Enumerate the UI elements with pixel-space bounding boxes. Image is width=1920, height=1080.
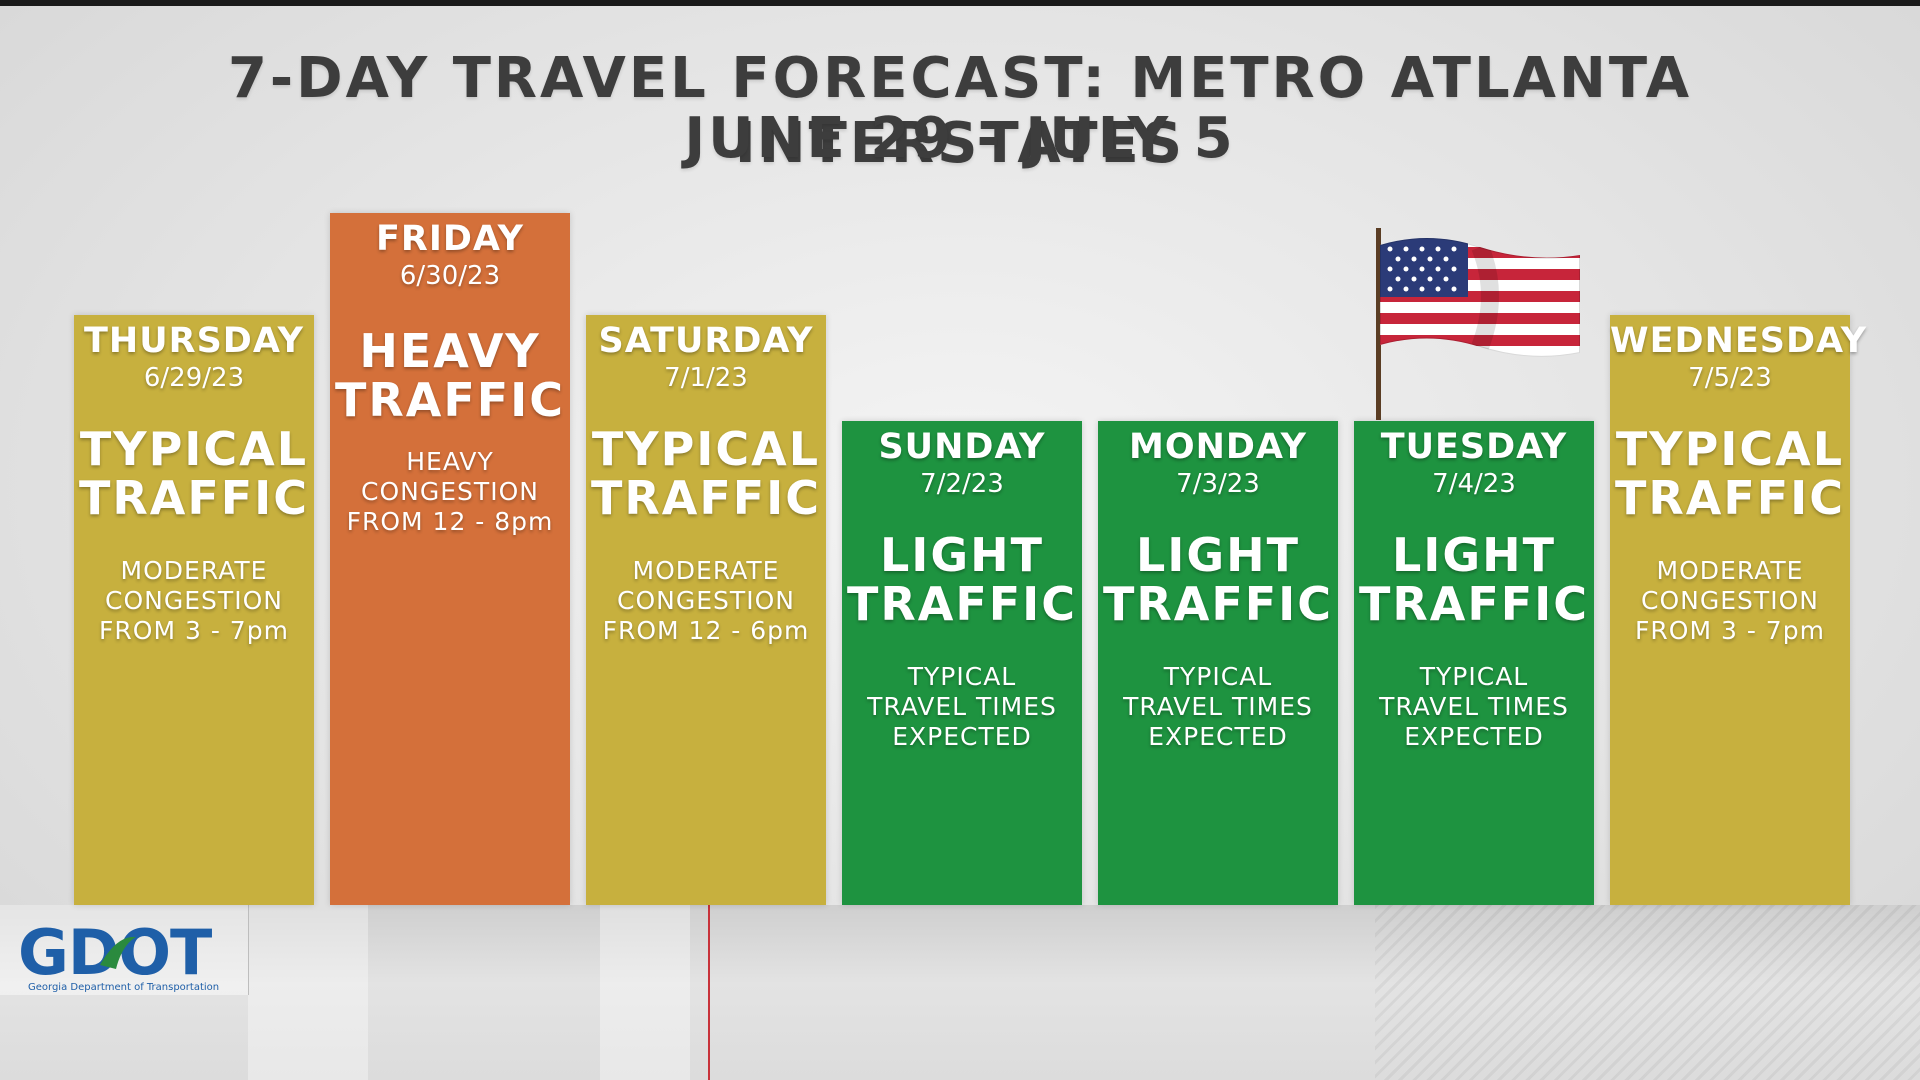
- traffic-note: MODERATE CONGESTION FROM 3 - 7pm: [1610, 556, 1850, 646]
- note-line: TRAVEL TIMES: [1123, 692, 1313, 721]
- day-date: 6/29/23: [143, 363, 245, 393]
- traffic-status: TYPICAL TRAFFIC: [1610, 425, 1850, 523]
- traffic-status: LIGHT TRAFFIC: [842, 531, 1082, 629]
- gdot-logo-icon: [100, 936, 136, 969]
- page-subtitle-dates: JUNE 29 - JULY 5: [684, 106, 1236, 171]
- traffic-note: HEAVY CONGESTION FROM 12 - 8pm: [330, 447, 570, 537]
- traffic-status: LIGHT TRAFFIC: [1354, 531, 1594, 629]
- us-flag-icon: [1380, 237, 1580, 357]
- red-marker-line: [708, 905, 710, 1080]
- note-line: HEAVY: [406, 447, 494, 476]
- day-name: MONDAY: [1128, 427, 1307, 467]
- day-card-saturday: SATURDAY 7/1/23 TYPICAL TRAFFIC MODERATE C…: [586, 315, 826, 905]
- note-line: TYPICAL: [907, 662, 1017, 691]
- status-line: TYPICAL: [1615, 422, 1845, 476]
- status-line: LIGHT: [1135, 528, 1301, 582]
- status-line: TYPICAL: [79, 422, 309, 476]
- note-line: FROM 3 - 7pm: [99, 616, 289, 645]
- note-line: CONGESTION: [1641, 586, 1819, 615]
- page-title: 7-DAY TRAVEL FORECAST: METRO ATLANTA INT…: [227, 46, 1693, 176]
- status-line: TRAFFIC: [1614, 471, 1846, 525]
- day-date: 7/5/23: [1688, 363, 1772, 393]
- status-line: TRAFFIC: [590, 471, 822, 525]
- floor-stripe: [248, 905, 368, 1080]
- day-date: 7/2/23: [920, 469, 1004, 499]
- floor-hatch: [1375, 905, 1920, 1080]
- logo-panel: [0, 905, 249, 995]
- logo-subtitle: Georgia Department of Transportation: [28, 982, 220, 993]
- note-line: TYPICAL: [1163, 662, 1273, 691]
- traffic-status: TYPICAL TRAFFIC: [74, 425, 314, 523]
- note-line: FROM 12 - 8pm: [346, 507, 554, 536]
- traffic-note: MODERATE CONGESTION FROM 3 - 7pm: [74, 556, 314, 646]
- floor-strip: [0, 905, 1920, 1080]
- note-line: CONGESTION: [361, 477, 539, 506]
- status-line: TRAFFIC: [1358, 577, 1590, 631]
- day-name: TUESDAY: [1380, 427, 1568, 467]
- traffic-status: LIGHT TRAFFIC: [1098, 531, 1338, 629]
- note-line: CONGESTION: [617, 586, 795, 615]
- note-line: EXPECTED: [1148, 722, 1288, 751]
- status-line: TRAFFIC: [78, 471, 310, 525]
- traffic-status: TYPICAL TRAFFIC: [586, 425, 826, 523]
- note-line: MODERATE: [1656, 556, 1804, 585]
- note-line: FROM 3 - 7pm: [1635, 616, 1825, 645]
- note-line: TRAVEL TIMES: [867, 692, 1057, 721]
- status-line: TRAFFIC: [1102, 577, 1334, 631]
- traffic-note: TYPICAL TRAVEL TIMES EXPECTED: [1098, 662, 1338, 752]
- note-line: TRAVEL TIMES: [1379, 692, 1569, 721]
- traffic-note: TYPICAL TRAVEL TIMES EXPECTED: [1354, 662, 1594, 752]
- note-line: MODERATE: [632, 556, 780, 585]
- day-date: 7/1/23: [664, 363, 748, 393]
- day-name: SATURDAY: [598, 321, 814, 361]
- note-line: EXPECTED: [892, 722, 1032, 751]
- day-name: THURSDAY: [84, 321, 304, 361]
- status-line: TRAFFIC: [846, 577, 1078, 631]
- traffic-note: TYPICAL TRAVEL TIMES EXPECTED: [842, 662, 1082, 752]
- day-name: SUNDAY: [878, 427, 1046, 467]
- note-line: FROM 12 - 6pm: [602, 616, 810, 645]
- note-line: CONGESTION: [105, 586, 283, 615]
- day-card-sunday: SUNDAY 7/2/23 LIGHT TRAFFIC TYPICAL TRAVEL…: [842, 421, 1082, 905]
- status-line: TRAFFIC: [334, 373, 566, 427]
- status-line: HEAVY: [359, 324, 541, 378]
- status-line: LIGHT: [1391, 528, 1557, 582]
- traffic-status: HEAVY TRAFFIC: [330, 327, 570, 425]
- note-line: EXPECTED: [1404, 722, 1544, 751]
- day-card-thursday: THURSDAY 6/29/23 TYPICAL TRAFFIC MODERATE…: [74, 315, 314, 905]
- day-card-friday: FRIDAY 6/30/23 HEAVY TRAFFIC HEAVY CONGEST…: [330, 213, 570, 905]
- day-date: 6/30/23: [399, 261, 501, 291]
- day-card-wednesday: WEDNESDAY 7/5/23 TYPICAL TRAFFIC MODERATE…: [1610, 315, 1868, 905]
- traffic-note: MODERATE CONGESTION FROM 12 - 6pm: [586, 556, 826, 646]
- day-name: FRIDAY: [375, 219, 525, 259]
- floor-stripe: [600, 905, 690, 1080]
- day-date: 7/4/23: [1432, 469, 1516, 499]
- day-card-tuesday: TUESDAY 7/4/23 LIGHT TRAFFIC TYPICAL TRAVE…: [1354, 421, 1594, 905]
- top-border: [0, 0, 1920, 6]
- status-line: TYPICAL: [591, 422, 821, 476]
- note-line: TYPICAL: [1419, 662, 1529, 691]
- note-line: MODERATE: [120, 556, 268, 585]
- day-date: 7/3/23: [1176, 469, 1260, 499]
- status-line: LIGHT: [879, 528, 1045, 582]
- day-name: WEDNESDAY: [1610, 321, 1868, 361]
- day-card-monday: MONDAY 7/3/23 LIGHT TRAFFIC TYPICAL TRAVEL…: [1098, 421, 1338, 905]
- flagpole: [1376, 228, 1381, 420]
